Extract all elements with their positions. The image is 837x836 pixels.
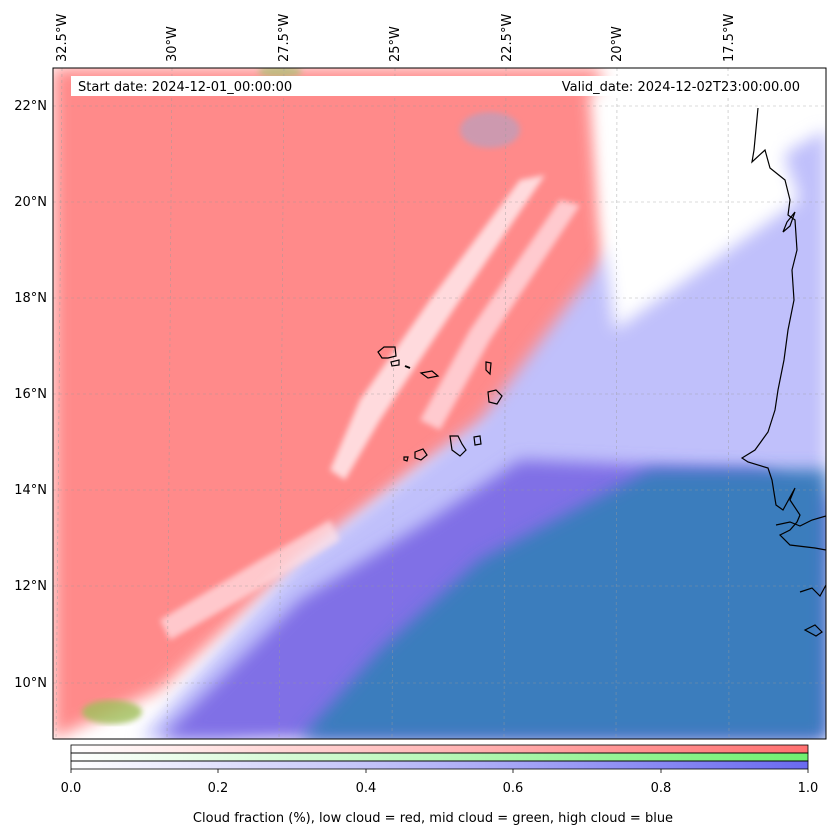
lon-label-27-5w: 27.5°W <box>277 14 292 62</box>
colorbar: 0.0 0.2 0.4 0.6 0.8 1.0 Cloud fraction (… <box>61 744 819 826</box>
lat-label-12n: 12°N <box>14 579 47 594</box>
colorbar-tick-5: 1.0 <box>798 781 819 796</box>
colorbar-tick-3: 0.6 <box>503 781 524 796</box>
valid-date-label: Valid_date: 2024-12-02T23:00:00.00 <box>562 80 800 95</box>
colorbar-caption: Cloud fraction (%), low cloud = red, mid… <box>193 811 673 826</box>
lon-label-30w: 30°W <box>165 26 180 62</box>
island-santo-antao <box>377 346 397 359</box>
colorbar-mid-cloud <box>71 753 808 761</box>
graticule <box>53 68 826 739</box>
colorbar-high-cloud <box>71 761 808 769</box>
colorbar-tick-0: 0.0 <box>61 781 82 796</box>
lat-label-14n: 14°N <box>14 483 47 498</box>
colorbar-tick-4: 0.8 <box>651 781 672 796</box>
lon-label-32-5w: 32.5°W <box>55 14 70 62</box>
lat-label-20n: 20°N <box>14 195 47 210</box>
latitude-labels: 22°N 20°N 18°N 16°N 14°N 12°N 10°N <box>14 99 47 691</box>
header-box <box>71 76 808 96</box>
start-date-label: Start date: 2024-12-01_00:00:00 <box>78 80 292 95</box>
longitude-labels: 32.5°W 30°W 27.5°W 25°W 22.5°W 20°W 17.5… <box>55 14 737 62</box>
colorbar-tick-1: 0.2 <box>208 781 229 796</box>
colorbar-tick-2: 0.4 <box>356 781 377 796</box>
lat-label-18n: 18°N <box>14 291 47 306</box>
map-frame <box>52 67 827 740</box>
lat-label-22n: 22°N <box>14 99 47 114</box>
coastlines <box>377 107 826 637</box>
lon-label-25w: 25°W <box>388 26 403 62</box>
cloud-field <box>53 68 826 739</box>
colorbar-low-cloud <box>71 745 808 753</box>
lon-label-17-5w: 17.5°W <box>722 14 737 62</box>
lon-label-22-5w: 22.5°W <box>500 14 515 62</box>
lon-label-20w: 20°W <box>610 26 625 62</box>
lat-label-10n: 10°N <box>14 676 47 691</box>
lat-label-16n: 16°N <box>14 387 47 402</box>
